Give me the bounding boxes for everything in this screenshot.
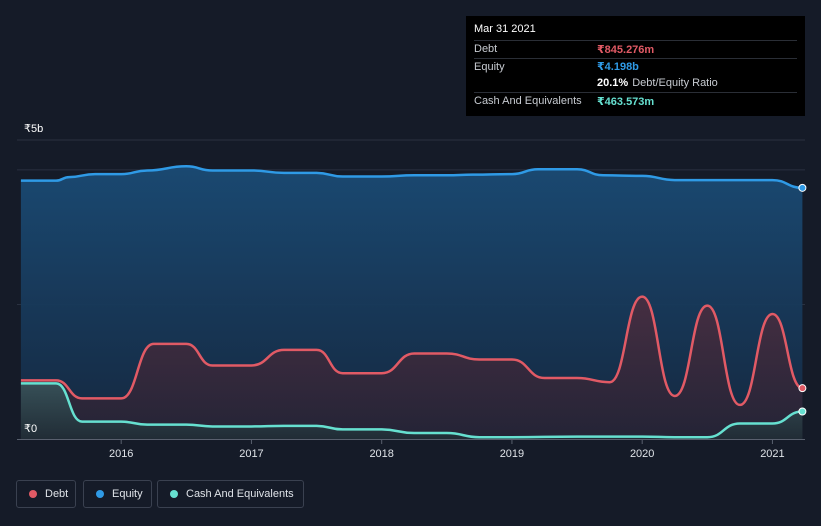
cash-line [20, 382, 803, 439]
legend-equity-label: Equity [112, 488, 143, 500]
tooltip-equity-value: ₹4.198b [597, 61, 639, 74]
x-tick-label: 2020 [630, 448, 654, 460]
x-tick-label: 2019 [500, 448, 524, 460]
x-tick-label: 2018 [369, 448, 393, 460]
legend-debt-label: Debt [45, 488, 69, 500]
tooltip-debt-value: ₹845.276m [597, 43, 655, 56]
legend-cash[interactable]: Cash And Equivalents [157, 480, 304, 508]
legend-cash-label: Cash And Equivalents [186, 488, 294, 500]
debt-area [20, 296, 803, 439]
debt-line [20, 295, 803, 407]
tooltip-cash-label: Cash And Equivalents [474, 95, 582, 108]
tooltip-ratio-suffix: Debt/Equity Ratio [632, 77, 718, 90]
x-tick-label: 2021 [760, 448, 784, 460]
tooltip-ratio-value: 20.1% [597, 77, 629, 90]
x-tick-label: 2016 [109, 448, 133, 460]
equity-dot-icon [96, 490, 104, 498]
tooltip: Mar 31 2021 Debt ₹845.276m Equity ₹4.198… [466, 16, 805, 116]
legend-debt[interactable]: Debt [16, 480, 76, 508]
tooltip-row-equity: Equity ₹4.198b [474, 57, 797, 76]
cash-area [20, 383, 803, 439]
y-tick-label-bottom: ₹0 [24, 423, 37, 435]
tooltip-equity-label: Equity [474, 60, 505, 73]
tooltip-row-debt: Debt ₹845.276m [474, 40, 797, 58]
tooltip-date: Mar 31 2021 [474, 23, 536, 35]
equity-line [20, 165, 803, 190]
cash-end-point[interactable] [798, 407, 807, 416]
tooltip-row-cash: Cash And Equivalents ₹463.573m [474, 91, 797, 110]
legend-equity[interactable]: Equity [83, 480, 152, 508]
x-tick-label: 2017 [239, 448, 263, 460]
cash-dot-icon [170, 490, 178, 498]
debt-end-point[interactable] [798, 384, 807, 393]
y-tick-label-top: ₹5b [24, 123, 43, 135]
tooltip-debt-label: Debt [474, 43, 498, 56]
tooltip-row-ratio: 20.1% Debt/Equity Ratio [474, 75, 797, 92]
debt-dot-icon [29, 490, 37, 498]
equity-end-point[interactable] [798, 183, 807, 192]
tooltip-cash-value: ₹463.573m [597, 95, 655, 108]
